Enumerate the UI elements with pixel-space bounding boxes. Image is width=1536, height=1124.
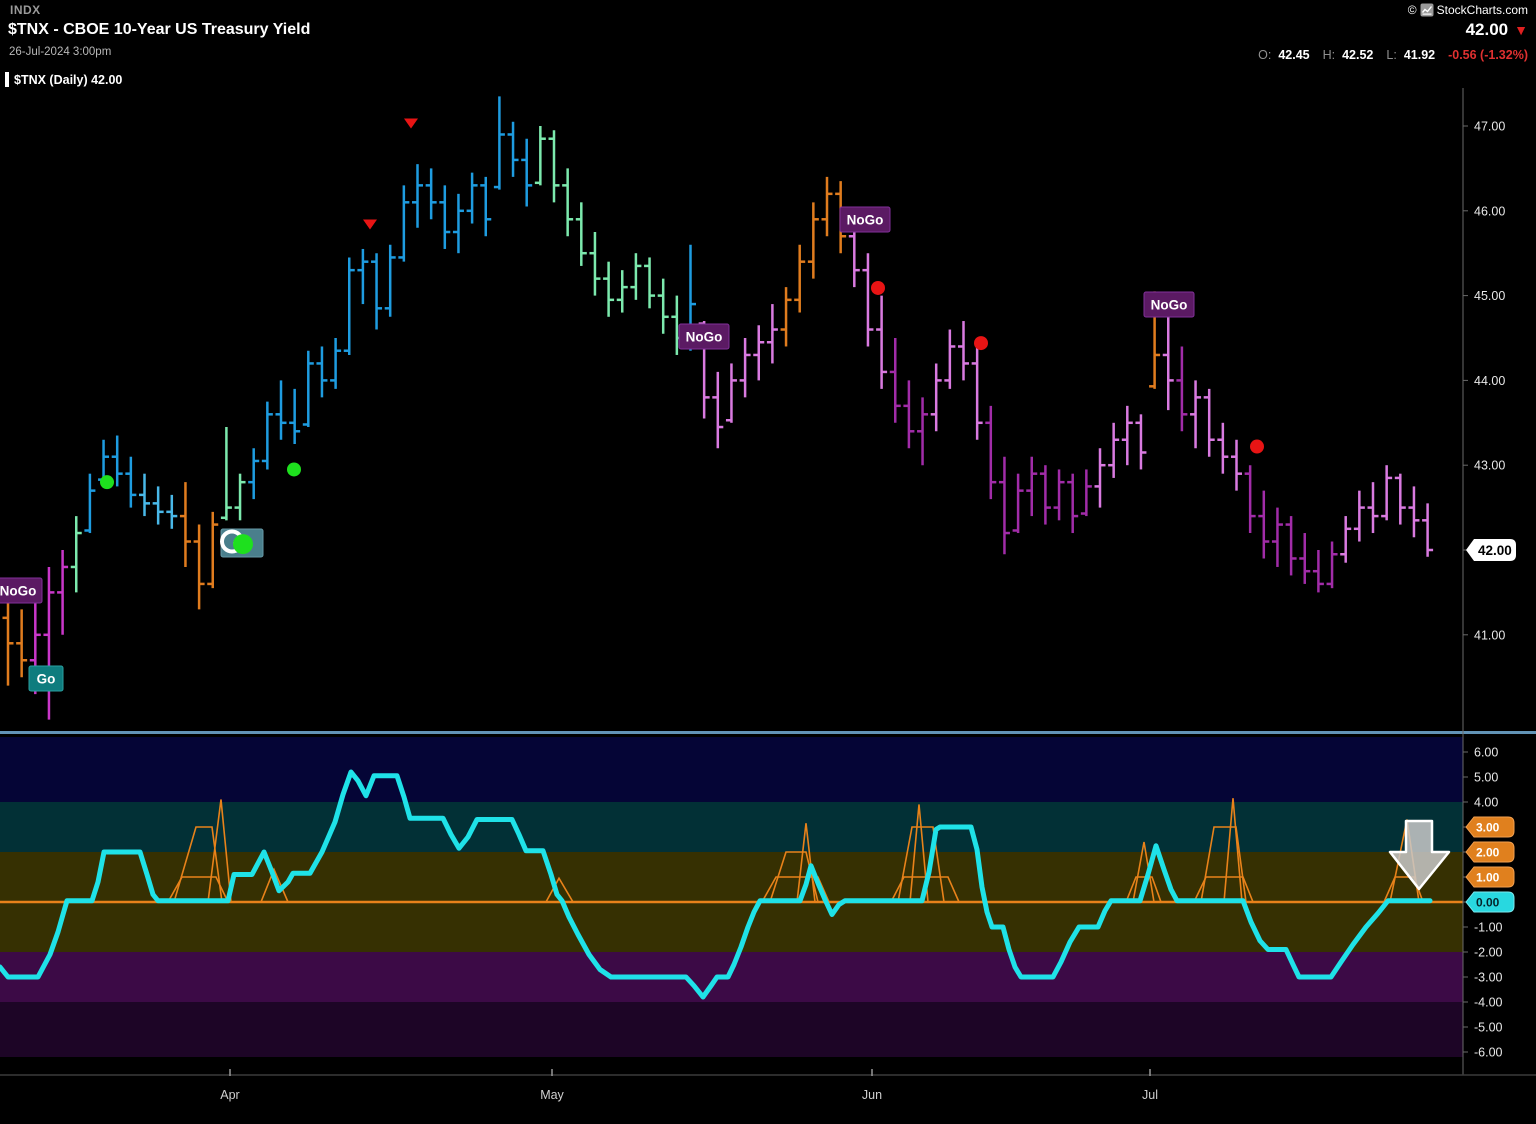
y-axis-label: 45.00 (1474, 289, 1505, 303)
squeeze-axis-label: -5.00 (1474, 1021, 1503, 1035)
stockcharts-logo-icon (1420, 3, 1434, 17)
squeeze-axis-badge-label: 3.00 (1476, 821, 1500, 835)
last-price-axis-label: 42.00 (1478, 543, 1512, 558)
squeeze-axis-label: 6.00 (1474, 746, 1498, 760)
squeeze-axis-badge (1465, 891, 1515, 913)
squeeze-axis-label: -1.00 (1474, 921, 1503, 935)
squeeze-pyramid (909, 804, 929, 903)
nogo-dot (871, 280, 885, 295)
x-axis-label: May (540, 1088, 564, 1102)
quote-row: O: 42.45 H: 42.52 L: 41.92 -0.56 (-1.32%… (1258, 48, 1528, 62)
squeeze-pyramid (1125, 876, 1162, 903)
open-value: 42.45 (1278, 48, 1310, 62)
symbol-type: INDX (10, 3, 41, 17)
squeeze-axis-label: 5.00 (1474, 771, 1498, 785)
last-price: 42.00 (1465, 20, 1509, 39)
squeeze-pyramid (1193, 876, 1254, 903)
nogo-badge-label: NoGo (847, 213, 884, 228)
x-axis-label: Apr (220, 1088, 239, 1102)
nogo-badge (678, 323, 730, 350)
nogo-badge (839, 206, 891, 233)
down-arrow-annotation (1388, 819, 1451, 891)
price-legend-label: $TNX (Daily) 42.00 (14, 72, 123, 87)
squeeze-axis-label: -3.00 (1474, 971, 1503, 985)
nogo-dot (974, 336, 988, 351)
y-axis-label: 44.00 (1474, 374, 1505, 388)
squeeze-pyramid (761, 876, 830, 903)
last-price-axis-badge (1466, 539, 1516, 561)
down-triangle-icon: ▼ (1514, 22, 1528, 38)
y-axis-label: 41.00 (1474, 628, 1505, 642)
squeeze-axis-badge-label: 2.00 (1476, 846, 1500, 860)
squeeze-pyramid (1132, 841, 1155, 903)
squeeze-pyramid (260, 867, 289, 903)
squeeze-axis-label: -6.00 (1474, 1046, 1503, 1060)
price-legend[interactable]: $TNX (Daily) 42.00 (5, 72, 122, 87)
copyright: © StockCharts.com (1408, 3, 1528, 17)
y-axis-label: 43.00 (1474, 459, 1505, 473)
go-dot-large (233, 534, 253, 555)
y-axis-label: 46.00 (1474, 204, 1505, 218)
squeeze-oscillator-line (0, 769, 1433, 1000)
low-value: 41.92 (1403, 48, 1436, 62)
squeeze-axis-label: -4.00 (1474, 996, 1503, 1010)
nogo-badge (1143, 291, 1195, 318)
go-dot (100, 475, 114, 490)
squeeze-pyramid (173, 826, 223, 903)
nogo-badge (0, 577, 43, 604)
change-value: -0.56 (-1.32%) (1448, 48, 1528, 62)
squeeze-axis-badge (1465, 816, 1515, 838)
last-price-row: 42.00 ▼ (1466, 20, 1528, 40)
squeeze-pyramid (1200, 826, 1247, 903)
squeeze-axis-badge-label: 0.00 (1476, 896, 1500, 910)
squeeze-pyramid (1223, 798, 1243, 903)
open-label: O: (1258, 48, 1272, 62)
squeeze-band (0, 737, 1463, 802)
x-axis-label: Jun (862, 1088, 882, 1102)
go-badge (28, 665, 64, 692)
high-value: 42.52 (1342, 48, 1374, 62)
page-title: $TNX - CBOE 10-Year US Treasury Yield (8, 21, 311, 38)
squeeze-axis-badge (1465, 841, 1515, 863)
high-label: H: (1322, 48, 1336, 62)
sell-triangle-icon (363, 219, 377, 230)
squeeze-axis-label: 4.00 (1474, 796, 1498, 810)
x-axis-label: Jul (1142, 1088, 1158, 1102)
squeeze-band (0, 1002, 1463, 1057)
nogo-badge-label: NoGo (1151, 298, 1188, 313)
price-legend-chip (5, 72, 9, 87)
squeeze-band (0, 952, 1463, 1002)
nogo-dot (1250, 439, 1264, 454)
squeeze-pyramid (796, 823, 816, 903)
nogo-badge-label: NoGo (686, 330, 723, 345)
squeeze-axis-badge-label: 1.00 (1476, 871, 1500, 885)
squeeze-axis-label: -2.00 (1474, 946, 1503, 960)
squeeze-pyramid (167, 876, 229, 903)
panel-separator (0, 731, 1536, 734)
low-label: L: (1386, 48, 1397, 62)
nogo-badge-label: NoGo (0, 584, 36, 599)
squeeze-axis-badge (1465, 866, 1515, 888)
squeeze-pyramid (207, 799, 232, 903)
copyright-symbol: © (1407, 3, 1417, 17)
y-axis-label: 47.00 (1474, 120, 1505, 134)
squeeze-pyramid (897, 826, 945, 903)
copyright-name: StockCharts.com (1436, 3, 1528, 17)
sell-triangle-icon (404, 118, 418, 129)
squeeze-pyramid (545, 876, 574, 903)
chart-datetime: 26-Jul-2024 3:00pm (9, 46, 112, 58)
go-badge-label: Go (37, 672, 56, 687)
go-dot (287, 462, 301, 477)
